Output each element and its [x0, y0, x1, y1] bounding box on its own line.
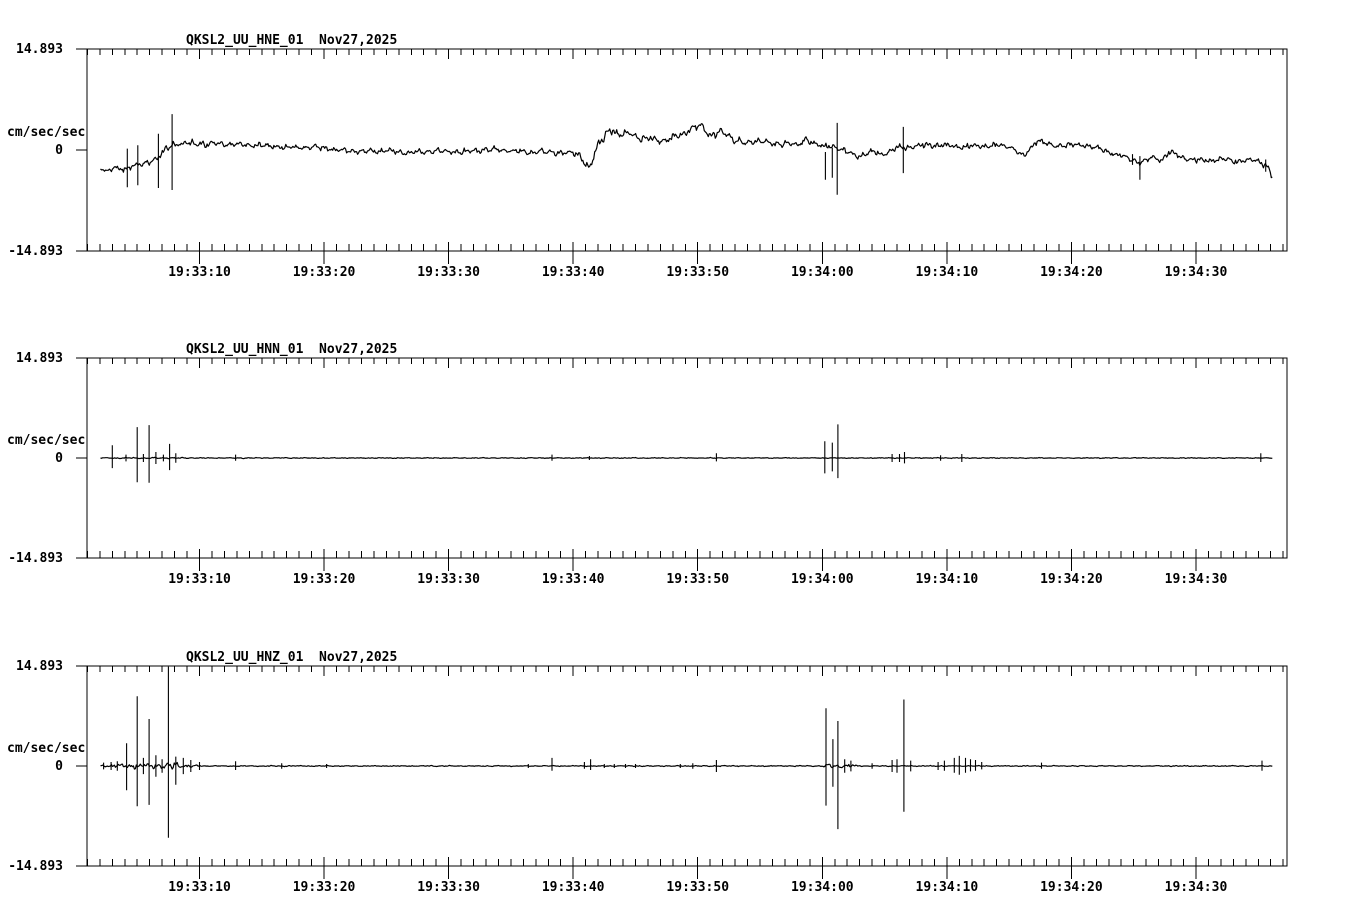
amplitude-unit-label: cm/sec/sec	[7, 433, 85, 448]
x-tick-label: 19:34:20	[1040, 265, 1103, 280]
x-tick-label: 19:33:40	[542, 265, 605, 280]
x-tick-label: 19:33:40	[542, 880, 605, 895]
x-tick-label: 19:34:20	[1040, 880, 1103, 895]
x-tick-label: 19:34:00	[791, 880, 854, 895]
waveform-trace	[100, 123, 1273, 179]
x-tick-label: 19:34:00	[791, 572, 854, 587]
y-tick-label: 0	[55, 759, 63, 774]
y-tick-label: 0	[55, 143, 63, 158]
x-tick-label: 19:34:30	[1165, 265, 1228, 280]
spike-events	[126, 114, 1267, 195]
x-tick-label: 19:33:20	[293, 572, 356, 587]
y-tick-label: -14.893	[8, 551, 63, 566]
x-tick-label: 19:33:50	[666, 265, 729, 280]
panel-title: QKSL2_UU_HNN_01 Nov27,2025	[186, 342, 397, 357]
x-axis-labels: 19:33:10 19:33:20 19:33:30 19:33:40 19:33:50…	[168, 880, 1227, 895]
y-tick-label: 14.893	[16, 42, 63, 57]
spike-events	[103, 666, 1263, 838]
y-tick-label: 14.893	[16, 351, 63, 366]
waveform-trace	[100, 456, 1273, 460]
x-tick-label: 19:34:20	[1040, 572, 1103, 587]
x-tick-label: 19:34:10	[916, 265, 979, 280]
panel-hnz: QKSL2_UU_HNZ_01 Nov27,2025 14.893 0 -14.893…	[7, 650, 1288, 895]
x-tick-label: 19:34:10	[916, 572, 979, 587]
x-axis-labels: 19:33:10 19:33:20 19:33:30 19:33:40 19:33:50…	[168, 572, 1227, 587]
x-tick-label: 19:34:00	[791, 265, 854, 280]
y-tick-label: -14.893	[8, 244, 63, 259]
x-axis-ticks	[86, 49, 1284, 264]
x-tick-label: 19:33:10	[168, 265, 231, 280]
x-tick-label: 19:33:30	[417, 265, 480, 280]
panel-hnn: QKSL2_UU_HNN_01 Nov27,2025 14.893 0 -14.893…	[7, 342, 1288, 587]
y-tick-label: -14.893	[8, 859, 63, 874]
x-axis-ticks	[86, 358, 1284, 571]
x-axis-labels: 19:33:10 19:33:20 19:33:30 19:33:40 19:33:50…	[168, 265, 1227, 280]
x-tick-label: 19:33:50	[666, 880, 729, 895]
x-tick-label: 19:34:10	[916, 880, 979, 895]
x-tick-label: 19:33:20	[293, 265, 356, 280]
y-tick-label: 0	[55, 451, 63, 466]
x-tick-label: 19:33:40	[542, 572, 605, 587]
x-tick-label: 19:33:10	[168, 572, 231, 587]
x-tick-label: 19:33:30	[417, 572, 480, 587]
x-tick-label: 19:33:10	[168, 880, 231, 895]
panel-title: QKSL2_UU_HNE_01 Nov27,2025	[186, 33, 397, 48]
x-tick-label: 19:34:30	[1165, 880, 1228, 895]
x-tick-label: 19:33:30	[417, 880, 480, 895]
x-tick-label: 19:33:50	[666, 572, 729, 587]
panel-hne: QKSL2_UU_HNE_01 Nov27,2025 14.893 0 -14.893…	[7, 33, 1288, 280]
x-axis-ticks	[86, 666, 1284, 879]
plot-frame	[86, 48, 1288, 252]
y-axis-labels: 14.893 0 -14.893	[8, 659, 87, 874]
waveform-trace	[100, 761, 1273, 770]
spike-events	[111, 424, 1262, 483]
panel-title: QKSL2_UU_HNZ_01 Nov27,2025	[186, 650, 397, 665]
y-axis-labels: 14.893 0 -14.893	[8, 42, 87, 259]
x-tick-label: 19:33:20	[293, 880, 356, 895]
y-axis-labels: 14.893 0 -14.893	[8, 351, 87, 566]
amplitude-unit-label: cm/sec/sec	[7, 125, 85, 140]
y-tick-label: 14.893	[16, 659, 63, 674]
x-tick-label: 19:34:30	[1165, 572, 1228, 587]
amplitude-unit-label: cm/sec/sec	[7, 741, 85, 756]
